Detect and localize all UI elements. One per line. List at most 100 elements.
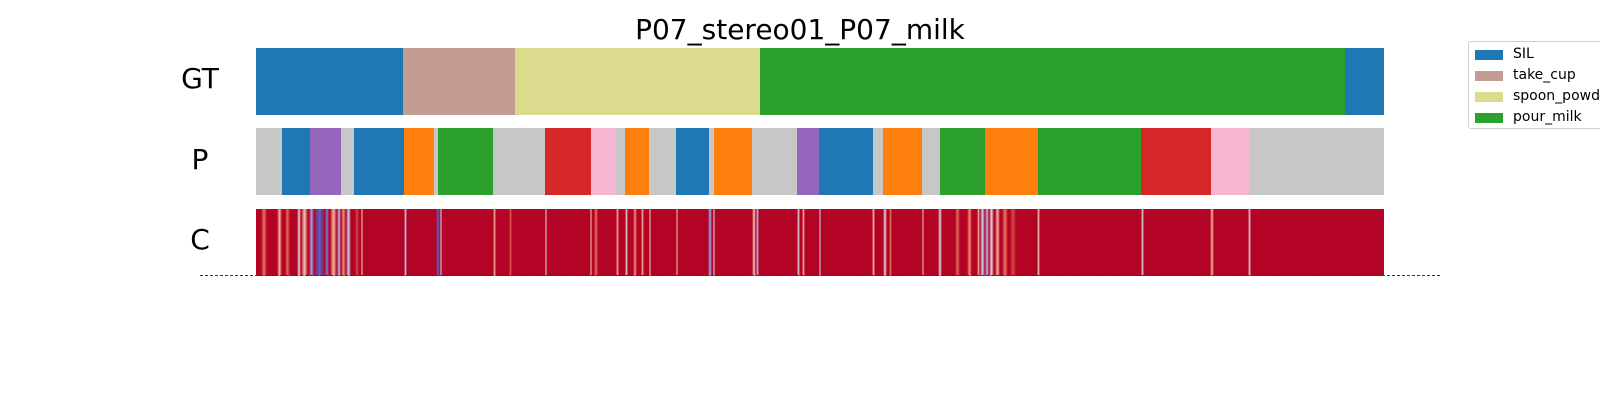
segment-other-orange bbox=[624, 128, 650, 195]
segment-unlabeled bbox=[434, 128, 439, 195]
confidence-stripe bbox=[403, 209, 408, 276]
segment-unlabeled bbox=[648, 128, 677, 195]
segment-pour-milk bbox=[1037, 128, 1142, 195]
segment-unlabeled bbox=[340, 128, 355, 195]
confidence-stripe bbox=[632, 209, 638, 276]
segment-unlabeled bbox=[1248, 128, 1384, 195]
segment-unlabeled bbox=[615, 128, 626, 195]
confidence-stripe bbox=[594, 209, 598, 276]
confidence-stripe bbox=[285, 209, 290, 276]
confidence-stripe bbox=[980, 209, 985, 276]
confidence-stripe bbox=[797, 209, 800, 276]
legend-item: pour_milk bbox=[1469, 108, 1600, 129]
confidence-stripe bbox=[1009, 209, 1017, 276]
segment-unlabeled bbox=[709, 128, 715, 195]
legend-swatch bbox=[1475, 71, 1503, 81]
segment-SIL bbox=[354, 128, 405, 195]
confidence-stripe bbox=[508, 209, 513, 276]
confidence-stripe bbox=[1001, 209, 1009, 276]
confidence-stripe bbox=[755, 209, 760, 276]
confidence-stripe bbox=[989, 209, 994, 276]
segment-other-orange bbox=[713, 128, 753, 195]
segment-other-pink bbox=[591, 128, 617, 195]
confidence-stripe bbox=[492, 209, 497, 276]
row-label-gt: GT bbox=[181, 62, 219, 95]
segment-unlabeled bbox=[256, 128, 283, 195]
confidence-stripe bbox=[346, 209, 351, 276]
confidence-stripe bbox=[324, 209, 330, 276]
segment-other-purple bbox=[310, 128, 342, 195]
confidence-stripe bbox=[818, 209, 822, 276]
segment-unlabeled bbox=[752, 128, 798, 195]
prediction-lane bbox=[256, 128, 1384, 195]
segment-other-purple bbox=[797, 128, 820, 195]
legend-swatch bbox=[1475, 92, 1503, 102]
confidence-stripe bbox=[260, 209, 268, 276]
segment-other-orange bbox=[403, 128, 435, 195]
confidence-lane bbox=[256, 209, 1384, 276]
dashed-baseline bbox=[200, 275, 1440, 276]
chart-title: P07_stereo01_P07_milk bbox=[635, 13, 965, 46]
confidence-stripe bbox=[752, 209, 756, 276]
confidence-stripe bbox=[615, 209, 620, 276]
row-label-p: P bbox=[191, 143, 209, 176]
confidence-stripe bbox=[355, 209, 359, 276]
confidence-stripe bbox=[871, 209, 876, 276]
confidence-stripe bbox=[337, 209, 341, 276]
segment-unlabeled bbox=[492, 128, 546, 195]
confidence-stripe bbox=[624, 209, 629, 276]
segment-pour-milk bbox=[939, 128, 986, 195]
confidence-stripe bbox=[801, 209, 806, 276]
segment-SIL bbox=[1344, 48, 1384, 115]
confidence-stripe bbox=[309, 209, 314, 276]
segment-spoon-powd bbox=[515, 48, 761, 115]
confidence-stripe bbox=[1141, 209, 1144, 276]
confidence-stripe bbox=[1210, 209, 1214, 276]
ground-truth-lane bbox=[256, 48, 1384, 115]
confidence-stripe bbox=[296, 209, 302, 276]
segment-unlabeled bbox=[921, 128, 941, 195]
legend-item: take_cup bbox=[1469, 66, 1600, 87]
confidence-stripe bbox=[277, 209, 282, 276]
segment-SIL bbox=[281, 128, 311, 195]
confidence-stripe bbox=[1247, 209, 1251, 276]
confidence-stripe bbox=[976, 209, 981, 276]
confidence-stripe bbox=[883, 209, 887, 276]
segment-other-red bbox=[1141, 128, 1212, 195]
confidence-stripe bbox=[921, 209, 924, 276]
confidence-stripe bbox=[675, 209, 678, 276]
confidence-stripe bbox=[955, 209, 960, 276]
confidence-stripe bbox=[436, 209, 440, 276]
confidence-stripe bbox=[589, 209, 593, 276]
legend-item: spoon_powd bbox=[1469, 87, 1600, 108]
segment-other-orange bbox=[984, 128, 1039, 195]
confidence-stripe bbox=[1036, 209, 1040, 276]
confidence-stripe bbox=[640, 209, 645, 276]
legend-label: pour_milk bbox=[1513, 109, 1582, 125]
confidence-stripe bbox=[313, 209, 325, 276]
legend-item: SIL bbox=[1469, 45, 1600, 66]
confidence-stripe bbox=[360, 209, 364, 276]
confidence-stripe bbox=[301, 209, 308, 276]
confidence-stripe bbox=[340, 209, 347, 276]
segment-take-cup bbox=[402, 48, 516, 115]
legend-label: take_cup bbox=[1513, 67, 1576, 83]
confidence-stripe bbox=[966, 209, 973, 276]
segment-unlabeled bbox=[873, 128, 884, 195]
segment-SIL bbox=[675, 128, 710, 195]
confidence-stripe bbox=[938, 209, 942, 276]
segment-SIL bbox=[256, 48, 404, 115]
confidence-stripe bbox=[330, 209, 338, 276]
confidence-stripe bbox=[708, 209, 712, 276]
segment-SIL bbox=[818, 128, 874, 195]
confidence-stripe bbox=[984, 209, 990, 276]
legend-label: spoon_powd bbox=[1513, 88, 1600, 104]
row-label-c: C bbox=[190, 223, 210, 256]
confidence-stripe bbox=[544, 209, 548, 276]
segment-other-red bbox=[544, 128, 592, 195]
confidence-stripe bbox=[888, 209, 893, 276]
legend-swatch bbox=[1475, 113, 1503, 123]
segment-other-pink bbox=[1211, 128, 1250, 195]
legend-swatch bbox=[1475, 50, 1503, 60]
